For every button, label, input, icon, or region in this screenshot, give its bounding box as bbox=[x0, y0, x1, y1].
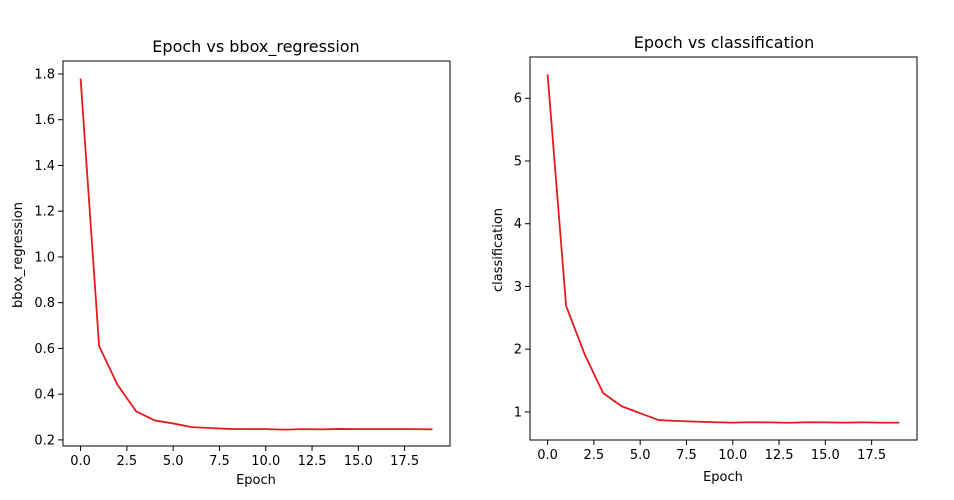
x-tick-label: 2.5 bbox=[584, 448, 605, 463]
y-tick-label: 4 bbox=[514, 217, 522, 232]
y-axis-label: bbox_regression bbox=[11, 202, 26, 308]
x-tick-label: 7.5 bbox=[676, 448, 697, 463]
y-tick-label: 1 bbox=[514, 405, 522, 420]
y-ticks: 0.2 0.4 0.6 0.8 1.0 1.2 1.4 1.6 1.8 bbox=[34, 67, 63, 448]
x-ticks: 0.0 2.5 5.0 7.5 10.0 12.5 15.0 17.5 bbox=[537, 440, 886, 463]
y-axis-label: classification bbox=[491, 208, 506, 292]
chart-bbox-regression: Epoch vs bbox_regression Epoch bbox_regr… bbox=[11, 37, 451, 488]
plot-frame bbox=[62, 60, 451, 447]
x-tick-label: 5.0 bbox=[163, 454, 184, 469]
chart-title: Epoch vs classification bbox=[634, 33, 814, 52]
x-tick-label: 7.5 bbox=[209, 454, 230, 469]
y-tick-label: 1.2 bbox=[34, 205, 55, 220]
y-tick-label: 5 bbox=[514, 154, 522, 169]
x-tick-label: 10.0 bbox=[251, 454, 280, 469]
y-tick-label: 2 bbox=[514, 343, 522, 358]
chart-classification: Epoch vs classification Epoch classifica… bbox=[491, 33, 918, 485]
x-tick-label: 15.0 bbox=[344, 454, 373, 469]
series-lines bbox=[546, 74, 900, 424]
x-tick-label: 2.5 bbox=[117, 454, 138, 469]
series-lines bbox=[79, 78, 433, 431]
x-tick-label: 0.0 bbox=[70, 454, 91, 469]
y-tick-label: 1.0 bbox=[34, 250, 55, 265]
series-line bbox=[546, 74, 900, 424]
x-axis-label: Epoch bbox=[703, 470, 743, 485]
y-tick-label: 0.4 bbox=[34, 388, 55, 403]
x-ticks: 0.0 2.5 5.0 7.5 10.0 12.5 15.0 17.5 bbox=[70, 446, 419, 469]
plot-frame bbox=[529, 56, 918, 441]
x-tick-label: 10.0 bbox=[718, 448, 747, 463]
x-axis-label: Epoch bbox=[236, 473, 276, 488]
x-tick-label: 0.0 bbox=[537, 448, 558, 463]
chart-title: Epoch vs bbox_regression bbox=[152, 37, 359, 57]
y-tick-label: 6 bbox=[514, 92, 522, 107]
y-tick-label: 0.8 bbox=[34, 296, 55, 311]
y-tick-label: 1.6 bbox=[34, 113, 55, 128]
y-tick-label: 1.4 bbox=[34, 159, 55, 174]
y-ticks: 1 2 3 4 5 6 bbox=[514, 92, 530, 420]
y-tick-label: 3 bbox=[514, 280, 522, 295]
y-tick-label: 0.2 bbox=[34, 433, 55, 448]
x-tick-label: 12.5 bbox=[765, 448, 794, 463]
y-tick-label: 0.6 bbox=[34, 342, 55, 357]
x-tick-label: 17.5 bbox=[390, 454, 419, 469]
y-tick-label: 1.8 bbox=[34, 67, 55, 82]
x-tick-label: 12.5 bbox=[298, 454, 327, 469]
x-tick-label: 15.0 bbox=[811, 448, 840, 463]
x-tick-label: 17.5 bbox=[857, 448, 886, 463]
x-tick-label: 5.0 bbox=[630, 448, 651, 463]
series-line bbox=[79, 78, 433, 431]
